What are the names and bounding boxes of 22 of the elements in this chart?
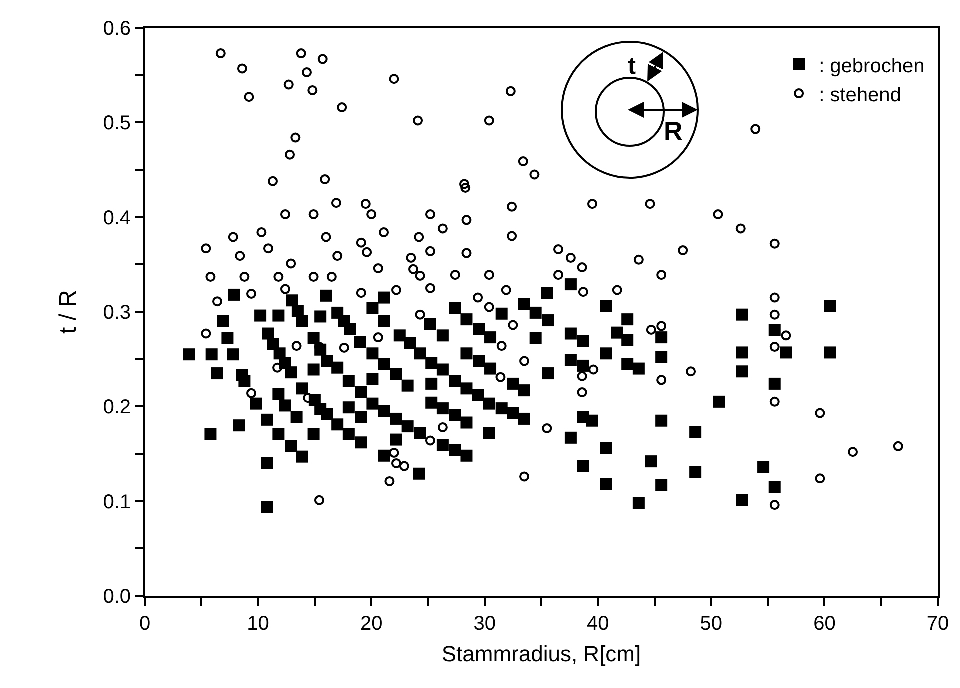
- annotation: R: [664, 116, 683, 146]
- x-axis-title: Stammradius, R[cm]: [442, 641, 642, 666]
- y-tick-label: 0.2: [103, 396, 131, 419]
- x-tick-label: 70: [926, 613, 950, 635]
- x-tick-label: 20: [360, 613, 383, 635]
- ring-diagram: t R: [561, 41, 699, 179]
- legend-label: : stehend: [819, 84, 902, 106]
- x-tick-label: 10: [247, 613, 270, 635]
- y-tick-label: 0.5: [103, 112, 131, 135]
- y-tick-label: 0.4: [103, 207, 131, 230]
- y-axis-title: t / R: [54, 290, 82, 334]
- x-tick-label: 0: [139, 613, 151, 635]
- y-tick-label: 0.6: [103, 18, 131, 40]
- x-tick-label: 50: [700, 613, 723, 635]
- x-tick-label: 30: [474, 613, 496, 635]
- y-tick-label: 0.0: [103, 586, 131, 608]
- legend-label: : gebrochen: [819, 55, 925, 78]
- x-tick-label: 40: [587, 613, 610, 635]
- x-tick-label: 60: [814, 613, 836, 635]
- annotation: t: [628, 53, 636, 80]
- y-tick-label: 0.3: [103, 302, 131, 324]
- y-tick-label: 0.1: [103, 491, 131, 514]
